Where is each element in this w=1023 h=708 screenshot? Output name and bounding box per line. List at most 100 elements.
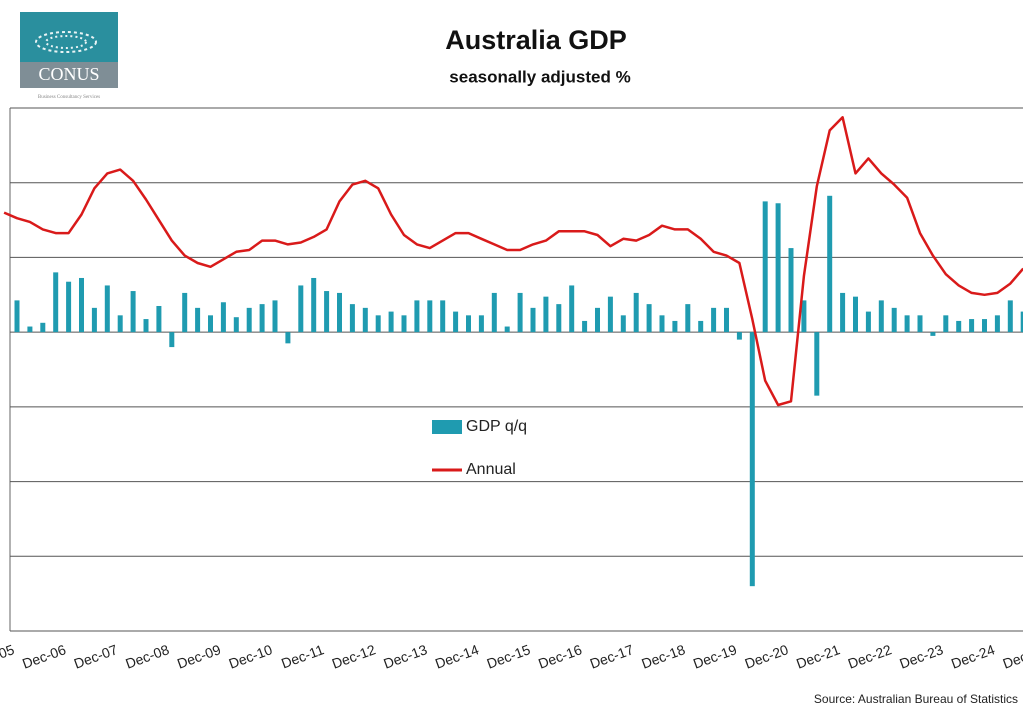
bar bbox=[169, 332, 175, 348]
bar bbox=[195, 307, 201, 333]
x-tick-label: Dec-13 bbox=[381, 641, 429, 672]
bar bbox=[91, 307, 97, 333]
logo-band bbox=[20, 62, 118, 88]
x-tick-label: Dec-11 bbox=[279, 641, 326, 671]
bar bbox=[220, 302, 226, 333]
bar bbox=[285, 332, 291, 344]
x-tick-label: Dec-08 bbox=[123, 641, 171, 672]
bar bbox=[569, 285, 575, 333]
line bbox=[3, 116, 1023, 407]
x-tick-label: Dec-21 bbox=[794, 641, 842, 672]
bar bbox=[233, 317, 239, 333]
bar bbox=[298, 285, 304, 333]
bar bbox=[556, 304, 562, 333]
bar bbox=[595, 307, 600, 333]
bar bbox=[814, 332, 820, 396]
bar bbox=[246, 307, 252, 333]
bar bbox=[853, 296, 858, 333]
bar bbox=[582, 320, 588, 333]
bar bbox=[414, 300, 420, 333]
bar bbox=[156, 305, 162, 333]
x-tick-label: Dec-14 bbox=[433, 641, 481, 672]
bar bbox=[208, 315, 213, 333]
bar bbox=[79, 277, 84, 333]
bar bbox=[375, 315, 381, 333]
bar bbox=[337, 292, 342, 333]
bar bbox=[982, 319, 987, 333]
logo-tagline: Business Consultancy Services bbox=[38, 95, 100, 100]
x-tick-label: Dec-16 bbox=[536, 641, 584, 672]
x-tick-label: Dec-07 bbox=[72, 641, 120, 672]
bar bbox=[801, 300, 807, 333]
bar bbox=[182, 292, 188, 333]
bar bbox=[104, 285, 110, 333]
bar bbox=[259, 304, 265, 333]
bar bbox=[478, 315, 484, 333]
bar bbox=[1020, 311, 1023, 333]
bar bbox=[633, 292, 639, 333]
x-tick-label: Dec-06 bbox=[20, 641, 68, 672]
bar bbox=[646, 304, 652, 333]
bar bbox=[775, 203, 781, 333]
bar bbox=[491, 292, 497, 333]
bar bbox=[517, 292, 523, 333]
bar bbox=[453, 311, 459, 333]
x-tick-label: Dec-12 bbox=[330, 641, 378, 672]
bar bbox=[14, 300, 20, 333]
bar bbox=[736, 332, 742, 340]
bar bbox=[878, 300, 884, 333]
bar bbox=[827, 195, 833, 333]
bar bbox=[749, 332, 755, 587]
logo-icon bbox=[35, 31, 97, 53]
bar bbox=[607, 296, 613, 333]
bar bbox=[66, 281, 72, 333]
x-tick-label: Dec-23 bbox=[897, 641, 945, 672]
bar bbox=[27, 326, 33, 333]
legend-label: GDP q/q bbox=[466, 418, 527, 435]
bar bbox=[401, 315, 407, 333]
bar bbox=[711, 307, 717, 333]
bar bbox=[324, 291, 330, 333]
bar bbox=[40, 322, 46, 333]
bar bbox=[672, 320, 678, 333]
x-tick-label: Dec-10 bbox=[227, 641, 275, 672]
bar bbox=[530, 307, 536, 333]
x-tick-label: Dec-05 bbox=[0, 641, 17, 672]
legend-swatch bbox=[432, 420, 462, 434]
bar bbox=[117, 315, 123, 333]
bar bbox=[659, 315, 665, 333]
bar bbox=[930, 332, 936, 336]
bar bbox=[143, 319, 149, 333]
bar bbox=[917, 315, 923, 333]
x-tick-label: Dec-22 bbox=[846, 641, 894, 672]
bar bbox=[994, 315, 1000, 333]
bar bbox=[272, 300, 278, 333]
source-note: Source: Australian Bureau of Statistics bbox=[814, 692, 1018, 706]
x-tick-label: Dec-09 bbox=[175, 641, 223, 672]
bar bbox=[362, 307, 368, 333]
x-tick-label: Dec-24 bbox=[949, 641, 997, 672]
x-tick-label: Dec-25 bbox=[1001, 641, 1023, 672]
x-tick-label: Dec-15 bbox=[485, 641, 533, 672]
bar bbox=[685, 304, 691, 333]
bar bbox=[311, 277, 317, 333]
bar bbox=[388, 311, 394, 333]
bar bbox=[762, 201, 768, 333]
x-tick-label: Dec-19 bbox=[691, 641, 739, 672]
bar bbox=[466, 315, 471, 333]
x-tick-label: Dec-17 bbox=[588, 641, 636, 672]
bar bbox=[943, 315, 949, 333]
x-tick-label: Dec-18 bbox=[639, 641, 687, 672]
legend-label: Annual bbox=[466, 461, 516, 478]
bar bbox=[1007, 300, 1013, 333]
bar bbox=[427, 300, 433, 333]
bar bbox=[620, 315, 626, 333]
bar bbox=[698, 320, 704, 333]
bar bbox=[53, 272, 59, 333]
bar bbox=[440, 300, 446, 333]
bar bbox=[724, 307, 729, 333]
bar bbox=[349, 304, 355, 333]
bar bbox=[504, 326, 510, 333]
bar bbox=[891, 307, 897, 333]
